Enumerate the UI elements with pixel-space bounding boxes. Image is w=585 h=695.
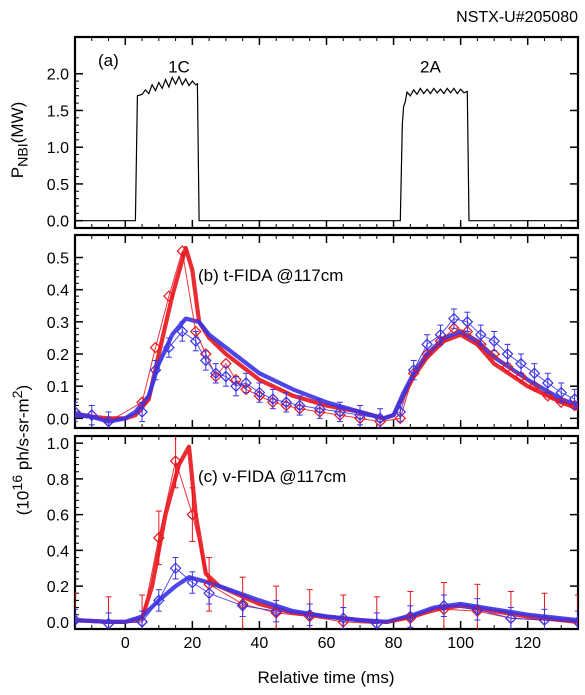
panel-a-label: (a)	[98, 51, 119, 70]
panel-a-frame	[75, 37, 578, 228]
y-tick-label: 0.0	[47, 411, 69, 428]
y-tick-label: 0.5	[47, 251, 69, 268]
panel-a-plot-area	[75, 77, 578, 221]
shared-y-label-wrap: (1016 ph/s-sr-m2)	[3, 240, 33, 660]
y-tick-label: 0.0	[47, 214, 69, 231]
panel-b-label: (b) t-FIDA @117cm	[198, 266, 343, 285]
y-tick-label: 0.2	[47, 347, 69, 364]
x-tick-label: 80	[385, 635, 403, 652]
y-tick-label: 0.3	[47, 315, 69, 332]
panel-c: 0.0 0.2 0.4 0.6 0.8 1.0 0 20 40 60 80 100 120 (c) v-F…	[47, 434, 583, 652]
x-tick-label: 40	[251, 635, 269, 652]
y-tick-label: 0.4	[47, 543, 69, 560]
panel-a-y-label-wrap: PNBI(MW)	[3, 40, 33, 240]
panel-c-label: (c) v-FIDA @117cm	[198, 467, 346, 486]
y-tick-label: 2.0	[47, 67, 69, 84]
y-tick-label: 0.4	[47, 283, 69, 300]
x-axis-label: Relative time (ms)	[258, 668, 395, 687]
panel-c-frame	[75, 436, 578, 629]
y-tick-label: 0.1	[47, 379, 69, 396]
x-tick-label: 20	[183, 635, 201, 652]
y-tick-label: 0.0	[47, 615, 69, 632]
beam-annotation: 1C	[168, 57, 190, 76]
y-tick-label: 0.2	[47, 579, 69, 596]
series-line	[75, 77, 578, 221]
y-tick-label: 1.5	[47, 103, 69, 120]
y-tick-label: 0.8	[47, 472, 69, 489]
beam-annotation: 2A	[420, 57, 441, 76]
shot-label: NSTX-U#205080	[456, 9, 578, 26]
x-tick-label: 60	[318, 635, 336, 652]
y-tick-label: 0.6	[47, 508, 69, 525]
x-tick-label: 0	[121, 635, 130, 652]
y-tick-label: 1.0	[47, 140, 69, 157]
panel-a: 0.0 0.5 1.0 1.5 2.0 (a) 1C 2A	[47, 37, 578, 231]
x-tick-label: 100	[447, 635, 474, 652]
y-tick-label: 1.0	[47, 436, 69, 453]
shared-y-label: (1016 ph/s-sr-m2)	[3, 240, 33, 660]
x-tick-label: 120	[514, 635, 541, 652]
panel-a-y-label: PNBI(MW)	[3, 40, 33, 240]
y-tick-label: 0.5	[47, 177, 69, 194]
panel-b: 0.0 0.1 0.2 0.3 0.4 0.5 (b) t-FIDA @117cm	[47, 235, 580, 431]
